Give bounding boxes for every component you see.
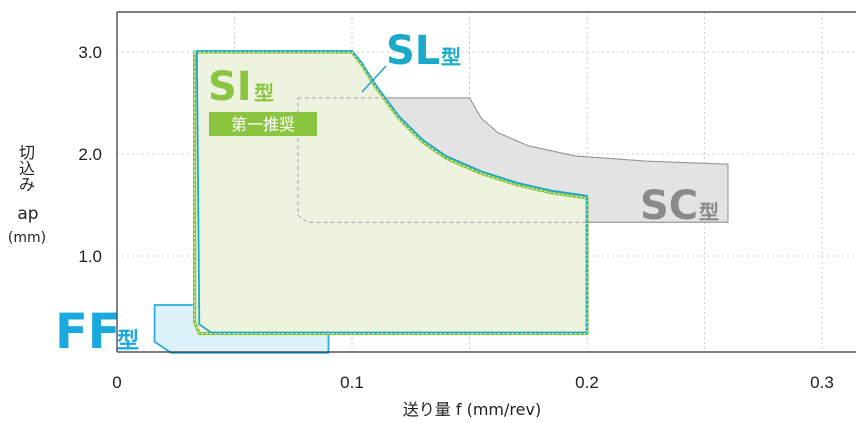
recommended-badge-text: 第一推奨 (231, 115, 295, 134)
x-tick-label: 0.3 (810, 373, 834, 392)
svg-text:型: 型 (254, 81, 274, 105)
si-type-label: SI 型 第一推奨 (208, 64, 317, 136)
recommended-badge (209, 112, 317, 136)
svg-text:み: み (19, 175, 35, 194)
y-tick-label: 2.0 (78, 145, 102, 164)
svg-text:ap: ap (17, 204, 38, 224)
svg-text:込: 込 (19, 159, 35, 178)
svg-text:SC: SC (640, 183, 698, 229)
svg-text:FF: FF (55, 304, 121, 360)
ff-type-label: FF 型 (55, 304, 139, 360)
svg-text:型: 型 (117, 329, 139, 354)
svg-text:SL: SL (386, 28, 440, 74)
x-tick-label: 0.2 (575, 373, 599, 392)
x-axis-title: 送り量 f (mm/rev) (403, 400, 541, 419)
svg-text:SI: SI (208, 64, 252, 110)
si-dotted-edge (194, 51, 588, 334)
svg-text:型: 型 (441, 45, 461, 69)
svg-text:切: 切 (19, 143, 35, 162)
y-axis-ticks: 1.0 2.0 3.0 (78, 43, 102, 266)
y-tick-label: 3.0 (78, 43, 102, 62)
svg-text:型: 型 (699, 200, 719, 224)
x-tick-label: 0.1 (340, 373, 364, 392)
sl-type-label: SL 型 (361, 28, 461, 93)
sl-label-leader (361, 65, 387, 93)
sc-type-label: SC 型 (640, 183, 719, 229)
sc-hidden-outline (297, 97, 729, 223)
y-axis-title: 切 込 み ap (mm) (8, 143, 46, 246)
y-tick-label: 1.0 (78, 247, 102, 266)
svg-text:(mm): (mm) (8, 230, 46, 246)
x-axis-ticks: 0 0.1 0.2 0.3 (112, 373, 834, 392)
sl-type-area (196, 50, 588, 334)
x-tick-label: 0 (112, 373, 121, 392)
